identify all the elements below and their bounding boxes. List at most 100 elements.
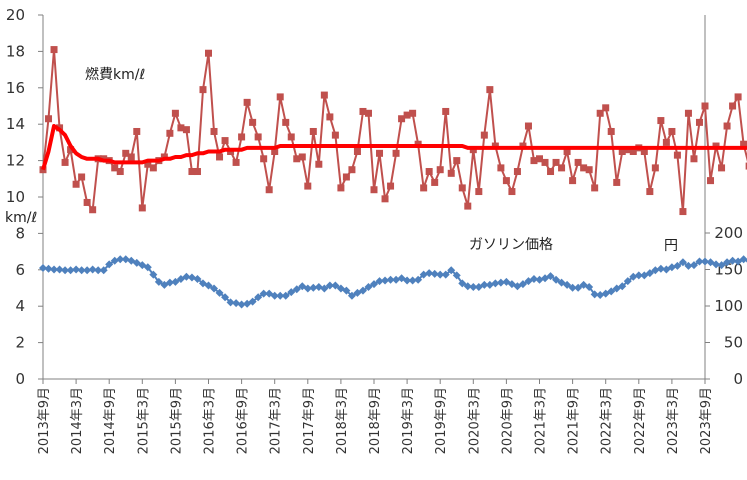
data-point — [187, 273, 196, 282]
data-point — [326, 113, 334, 121]
data-point — [673, 261, 682, 270]
data-point — [144, 160, 152, 168]
data-point — [403, 111, 411, 119]
data-point — [77, 266, 86, 275]
data-point — [226, 298, 235, 307]
data-point — [452, 271, 461, 280]
data-point — [182, 126, 190, 134]
data-point — [419, 270, 428, 279]
x-tick-label: 2016年3月 — [203, 387, 218, 454]
data-point — [585, 166, 593, 174]
data-point — [143, 263, 152, 272]
data-point — [50, 46, 58, 54]
data-point — [232, 158, 240, 166]
data-point — [249, 118, 257, 126]
data-point — [453, 157, 461, 165]
data-point — [204, 281, 213, 290]
data-point — [188, 168, 196, 176]
data-point — [678, 258, 687, 267]
data-point — [409, 109, 417, 117]
data-point — [695, 257, 704, 266]
data-point — [623, 277, 632, 286]
data-point — [574, 283, 583, 292]
data-point — [447, 266, 456, 275]
data-point — [370, 280, 378, 289]
data-point — [325, 281, 334, 290]
data-point — [94, 266, 103, 275]
right-tick-label: 200 — [714, 224, 743, 242]
data-point — [541, 158, 549, 166]
data-point — [502, 177, 510, 185]
data-point — [486, 86, 494, 94]
data-point — [331, 281, 340, 290]
data-point — [684, 261, 693, 270]
series-layer — [39, 46, 747, 309]
data-point — [508, 188, 516, 196]
data-point — [265, 186, 273, 194]
data-point — [634, 271, 643, 280]
data-point — [568, 283, 577, 292]
data-point — [315, 160, 323, 168]
data-point — [61, 266, 70, 275]
left-axis-ticks: 0 2 4 6 8 10 12 14 16 18 20 — [6, 6, 43, 388]
x-tick-label: 2018年3月 — [335, 387, 350, 454]
data-point — [282, 118, 290, 126]
x-tick-label: 2019年3月 — [401, 387, 416, 454]
data-point — [116, 255, 125, 264]
x-tick-label: 2015年9月 — [169, 387, 184, 454]
data-point — [271, 148, 279, 155]
data-point — [342, 173, 350, 181]
data-point — [596, 291, 605, 300]
left-tick-label: 6 — [15, 261, 25, 279]
data-point — [320, 284, 329, 293]
data-point — [254, 133, 262, 141]
data-point — [89, 206, 97, 214]
data-point — [88, 265, 97, 274]
data-point — [507, 280, 516, 289]
data-point — [569, 177, 577, 185]
data-point — [331, 131, 339, 139]
data-point — [558, 164, 566, 172]
data-point — [645, 269, 654, 278]
data-point — [298, 153, 306, 161]
data-point — [436, 270, 445, 279]
right-tick-label: 0 — [733, 370, 743, 388]
left-tick-label: 14 — [6, 115, 25, 133]
data-point — [496, 278, 505, 287]
data-point — [607, 287, 616, 296]
data-point — [679, 208, 687, 216]
data-point — [546, 272, 555, 281]
x-tick-label: 2015年3月 — [136, 387, 151, 454]
data-point — [232, 299, 241, 308]
data-point — [684, 109, 692, 117]
data-point — [640, 148, 648, 155]
data-point — [717, 261, 726, 270]
data-point — [591, 184, 599, 192]
data-point — [673, 151, 681, 159]
x-tick-label: 2023年9月 — [699, 387, 714, 454]
data-point — [425, 168, 433, 176]
data-point — [667, 263, 676, 272]
data-point — [370, 186, 378, 194]
data-point — [458, 184, 466, 192]
data-point — [320, 91, 328, 99]
data-point — [72, 265, 81, 274]
data-point — [745, 162, 747, 170]
data-point — [518, 280, 527, 289]
data-point — [613, 178, 621, 186]
right-axis-unit-label: 円 — [664, 238, 678, 254]
data-point — [712, 260, 721, 269]
data-point — [216, 153, 224, 161]
data-point — [381, 195, 389, 203]
series-2 — [39, 255, 747, 309]
data-point — [590, 290, 599, 299]
data-point — [602, 104, 610, 112]
data-point — [337, 184, 345, 192]
data-point — [165, 278, 174, 287]
left-tick-label: 18 — [6, 42, 25, 60]
data-point — [149, 270, 158, 279]
data-point — [50, 265, 59, 274]
data-point — [99, 266, 108, 275]
data-point — [425, 269, 434, 278]
data-point — [287, 133, 295, 141]
